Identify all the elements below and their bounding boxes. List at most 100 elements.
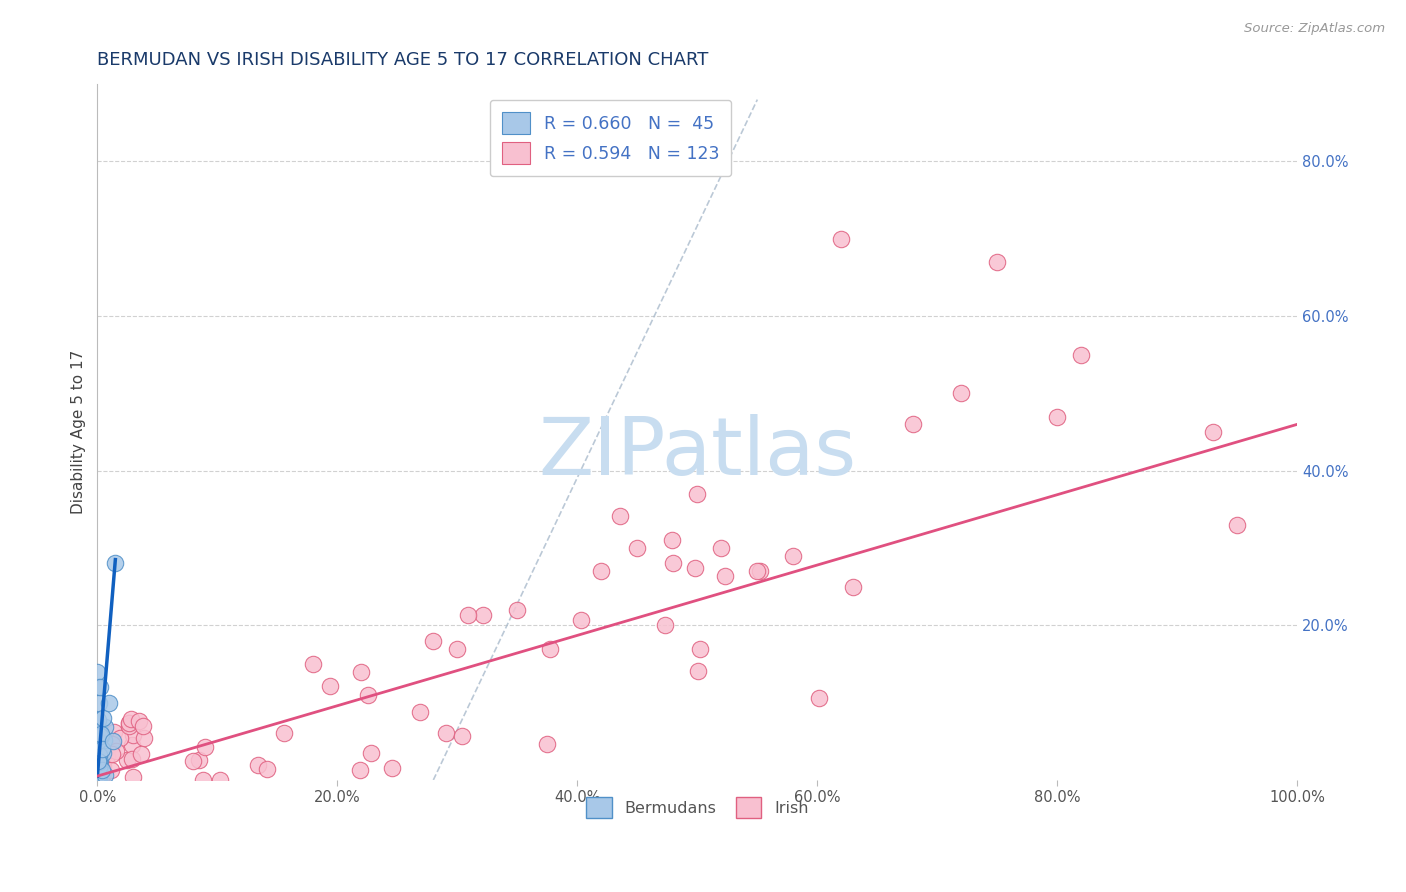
Point [89, 729, 111, 743]
Point [193, 772, 215, 787]
Point [132, 731, 155, 745]
Point [319, 679, 342, 693]
Point [118, 715, 141, 730]
Point [457, 608, 479, 623]
Point [87, 756, 110, 770]
Point [120, 712, 142, 726]
Point [950, 386, 973, 401]
Point [89, 758, 111, 772]
Point [662, 557, 685, 571]
Point [122, 770, 145, 784]
Point [90, 771, 112, 785]
Point [115, 753, 138, 767]
Point [782, 549, 804, 563]
Point [91, 748, 114, 763]
Point [87, 772, 110, 786]
Point [87, 759, 110, 773]
Point [117, 719, 139, 733]
Point [89, 761, 111, 775]
Point [661, 533, 683, 548]
Point [89, 772, 111, 787]
Point [90, 752, 112, 766]
Point [89, 752, 111, 766]
Point [86, 768, 108, 782]
Point [626, 541, 648, 555]
Point [91, 764, 114, 778]
Point [654, 618, 676, 632]
Point [1070, 348, 1092, 362]
Y-axis label: Disability Age 5 to 17: Disability Age 5 to 17 [72, 350, 86, 514]
Point [91, 762, 114, 776]
Point [422, 633, 444, 648]
Point [89, 753, 111, 767]
Point [90, 763, 112, 777]
Point [89, 721, 111, 735]
Point [747, 564, 769, 578]
Point [381, 761, 404, 775]
Point [450, 729, 472, 743]
Point [90, 757, 112, 772]
Point [89, 761, 111, 775]
Point [89, 680, 111, 694]
Point [194, 739, 217, 754]
Point [87, 758, 110, 772]
Point [86, 748, 108, 763]
Point [89, 755, 111, 769]
Point [89, 768, 111, 782]
Point [246, 758, 269, 772]
Point [87, 713, 110, 727]
Point [87, 767, 110, 781]
Point [89, 765, 111, 780]
Point [90, 752, 112, 766]
Point [986, 255, 1008, 269]
Point [89, 772, 111, 786]
Point [89, 749, 111, 764]
Point [302, 657, 325, 671]
Point [87, 751, 110, 765]
Point [132, 719, 155, 733]
Point [87, 744, 110, 758]
Point [94, 720, 117, 734]
Point [91, 747, 114, 761]
Point [108, 731, 131, 745]
Point [87, 767, 110, 781]
Point [98, 696, 121, 710]
Point [87, 745, 110, 759]
Point [748, 565, 770, 579]
Point [91, 747, 114, 762]
Point [103, 724, 125, 739]
Point [209, 772, 232, 787]
Point [90, 768, 112, 782]
Point [86, 680, 108, 694]
Point [89, 757, 111, 772]
Point [446, 641, 468, 656]
Point [90, 768, 112, 782]
Point [86, 665, 108, 679]
Point [87, 744, 110, 758]
Point [686, 487, 709, 501]
Text: ZIPatlas: ZIPatlas [538, 414, 856, 491]
Point [538, 641, 561, 656]
Point [91, 751, 114, 765]
Point [86, 768, 108, 782]
Point [87, 756, 110, 771]
Point [122, 728, 145, 742]
Point [89, 747, 111, 761]
Point [89, 755, 111, 769]
Point [90, 747, 112, 762]
Point [89, 747, 111, 762]
Point [357, 689, 380, 703]
Point [808, 691, 831, 706]
Point [91, 742, 114, 756]
Point [128, 714, 150, 728]
Point [830, 232, 852, 246]
Point [93, 711, 115, 725]
Point [91, 759, 114, 773]
Point [129, 747, 152, 761]
Point [683, 561, 706, 575]
Point [90, 726, 112, 740]
Text: BERMUDAN VS IRISH DISABILITY AGE 5 TO 17 CORRELATION CHART: BERMUDAN VS IRISH DISABILITY AGE 5 TO 17… [97, 51, 709, 69]
Text: Source: ZipAtlas.com: Source: ZipAtlas.com [1244, 22, 1385, 36]
Point [87, 768, 110, 782]
Point [96, 748, 118, 763]
